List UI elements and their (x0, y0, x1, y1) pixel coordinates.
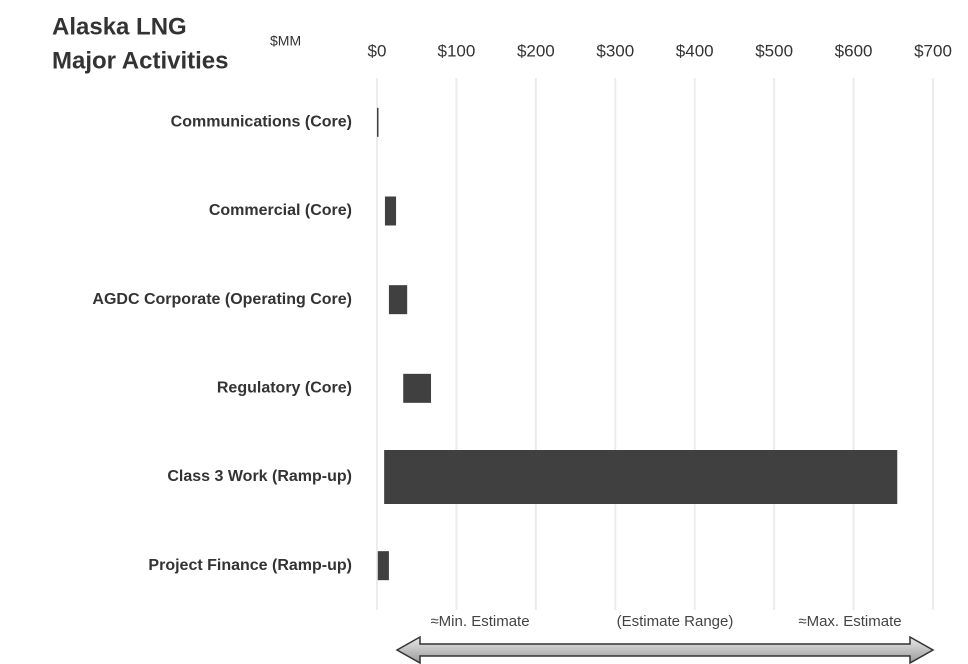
x-tick-label: $300 (596, 41, 634, 60)
x-tick-label: $0 (368, 41, 387, 60)
bar (388, 285, 408, 315)
y-tick-label: AGDC Corporate (Operating Core) (92, 291, 352, 308)
y-tick-label: Commercial (Core) (209, 202, 352, 219)
unit-label: $MM (270, 33, 301, 49)
x-tick-label: $700 (914, 41, 952, 60)
bar (384, 450, 898, 504)
range-arrow (395, 635, 935, 664)
annotation: ≈Max. Estimate (798, 613, 901, 630)
x-tick-label: $200 (517, 41, 555, 60)
y-tick-label: Class 3 Work (Ramp-up) (167, 468, 352, 485)
x-tick-label: $400 (676, 41, 714, 60)
y-tick-label: Project Finance (Ramp-up) (148, 557, 352, 574)
bar (377, 551, 389, 581)
x-tick-label: $500 (755, 41, 793, 60)
chart-title: Major Activities (52, 47, 229, 74)
x-tick-label: $100 (438, 41, 476, 60)
bar (377, 107, 379, 137)
bar (384, 196, 397, 226)
annotation: (Estimate Range) (617, 613, 734, 630)
y-tick-label: Communications (Core) (171, 114, 352, 131)
x-tick-label: $600 (835, 41, 873, 60)
y-tick-label: Regulatory (Core) (217, 380, 352, 397)
chart-title: Alaska LNG (52, 13, 187, 40)
bar (403, 373, 432, 403)
annotation: ≈Min. Estimate (430, 613, 529, 630)
